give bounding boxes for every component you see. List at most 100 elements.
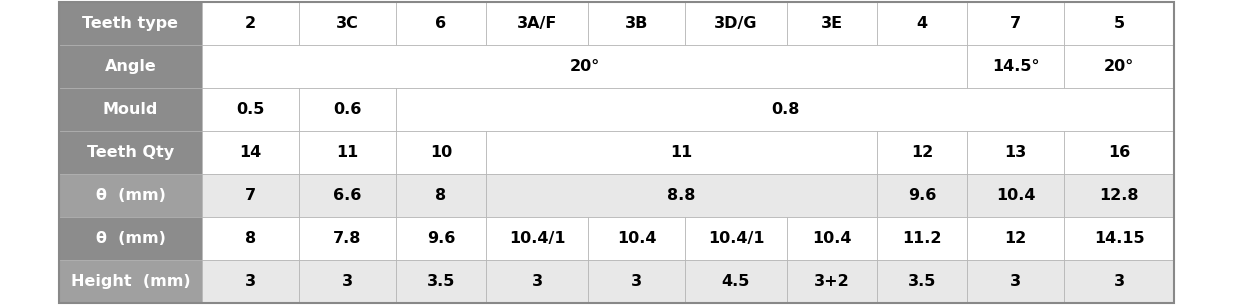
Text: 3.5: 3.5: [907, 274, 936, 289]
Bar: [59, 45, 202, 88]
Text: 3B: 3B: [625, 16, 649, 31]
Bar: [59, 260, 202, 303]
Text: 6: 6: [435, 16, 446, 31]
Text: 3A/F: 3A/F: [517, 16, 557, 31]
Text: Teeth Qty: Teeth Qty: [88, 145, 174, 160]
Bar: [396, 88, 1174, 131]
Bar: [202, 45, 967, 88]
Text: 10.4/1: 10.4/1: [509, 231, 565, 246]
Bar: [588, 260, 686, 303]
Bar: [59, 174, 202, 217]
Text: 12.8: 12.8: [1100, 188, 1139, 203]
Text: 14.15: 14.15: [1094, 231, 1144, 246]
Bar: [588, 217, 686, 260]
Text: θ  (mm): θ (mm): [96, 188, 165, 203]
Bar: [877, 131, 967, 174]
Text: 0.8: 0.8: [771, 102, 799, 117]
Bar: [1064, 174, 1174, 217]
Bar: [59, 2, 202, 45]
Bar: [202, 174, 298, 217]
Text: 8.8: 8.8: [667, 188, 695, 203]
Bar: [396, 131, 486, 174]
Bar: [486, 174, 877, 217]
Text: Height  (mm): Height (mm): [70, 274, 190, 289]
Bar: [59, 217, 202, 260]
Text: 10.4: 10.4: [616, 231, 656, 246]
Text: 8: 8: [435, 188, 446, 203]
Text: 7.8: 7.8: [333, 231, 361, 246]
Bar: [967, 174, 1064, 217]
Bar: [486, 260, 588, 303]
Text: 3: 3: [245, 274, 256, 289]
Bar: [202, 2, 298, 45]
Text: 13: 13: [1005, 145, 1027, 160]
Text: 12: 12: [911, 145, 933, 160]
Text: 11: 11: [671, 145, 693, 160]
Bar: [1064, 45, 1174, 88]
Text: 3.5: 3.5: [427, 274, 455, 289]
Bar: [967, 45, 1064, 88]
Text: 12: 12: [1005, 231, 1027, 246]
Bar: [787, 260, 877, 303]
Text: 4: 4: [916, 16, 927, 31]
Bar: [202, 131, 298, 174]
Bar: [486, 131, 877, 174]
Bar: [486, 2, 588, 45]
Text: 10.4: 10.4: [996, 188, 1036, 203]
Text: Angle: Angle: [105, 59, 157, 74]
Text: 7: 7: [1010, 16, 1021, 31]
Bar: [1064, 131, 1174, 174]
Text: 4.5: 4.5: [721, 274, 750, 289]
Text: 9.6: 9.6: [907, 188, 936, 203]
Bar: [298, 174, 396, 217]
Bar: [1064, 2, 1174, 45]
Text: 20°: 20°: [1104, 59, 1134, 74]
Bar: [1064, 217, 1174, 260]
Bar: [298, 2, 396, 45]
Bar: [686, 217, 787, 260]
Text: Teeth type: Teeth type: [83, 16, 179, 31]
Bar: [202, 217, 298, 260]
Bar: [298, 260, 396, 303]
Bar: [787, 217, 877, 260]
Text: Mould: Mould: [102, 102, 158, 117]
Text: 3: 3: [531, 274, 543, 289]
Bar: [588, 2, 686, 45]
Text: 3D/G: 3D/G: [714, 16, 758, 31]
Text: 10.4/1: 10.4/1: [708, 231, 764, 246]
Text: 14.5°: 14.5°: [991, 59, 1039, 74]
Text: 14: 14: [239, 145, 261, 160]
Text: 3: 3: [1010, 274, 1021, 289]
Bar: [202, 260, 298, 303]
Bar: [59, 131, 202, 174]
Text: 16: 16: [1108, 145, 1131, 160]
Bar: [59, 88, 202, 131]
Text: 0.5: 0.5: [237, 102, 265, 117]
Text: 20°: 20°: [570, 59, 599, 74]
Bar: [686, 2, 787, 45]
Bar: [787, 2, 877, 45]
Text: 10.4: 10.4: [813, 231, 852, 246]
Bar: [396, 2, 486, 45]
Text: 11: 11: [337, 145, 359, 160]
Text: 3: 3: [1113, 274, 1124, 289]
Bar: [298, 131, 396, 174]
Bar: [298, 217, 396, 260]
Bar: [486, 217, 588, 260]
Bar: [396, 260, 486, 303]
Bar: [877, 260, 967, 303]
Bar: [396, 217, 486, 260]
Text: 0.6: 0.6: [333, 102, 361, 117]
Text: 7: 7: [245, 188, 256, 203]
Text: 6.6: 6.6: [333, 188, 361, 203]
Bar: [202, 88, 298, 131]
Bar: [1064, 260, 1174, 303]
Text: 8: 8: [245, 231, 256, 246]
Text: 3C: 3C: [337, 16, 359, 31]
Text: 2: 2: [245, 16, 256, 31]
Text: 11.2: 11.2: [903, 231, 942, 246]
Bar: [967, 260, 1064, 303]
Text: 3+2: 3+2: [814, 274, 850, 289]
Text: 3: 3: [631, 274, 642, 289]
Bar: [396, 174, 486, 217]
